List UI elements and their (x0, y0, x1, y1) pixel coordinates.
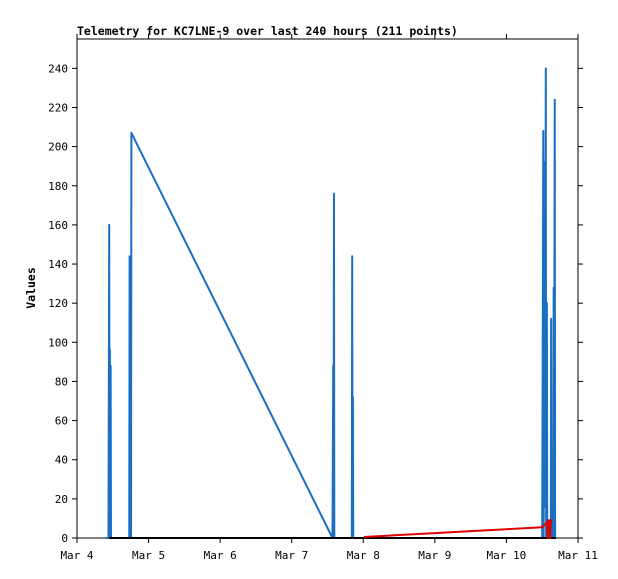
x-tick-label-1: Mar 5 (132, 549, 165, 562)
x-tick-label-5: Mar 9 (418, 549, 451, 562)
x-tick-label-6: Mar 10 (487, 549, 527, 562)
y-axis-label: Values (24, 267, 38, 309)
y-tick-label-240: 240 (48, 62, 68, 75)
y-tick-label-0: 0 (61, 532, 68, 545)
plot-frame (76, 38, 579, 539)
x-tick-label-4: Mar 8 (347, 549, 380, 562)
x-tick-label-7: Mar 11 (558, 549, 598, 562)
y-tick-label-80: 80 (55, 375, 68, 388)
y-tick-label-60: 60 (55, 415, 68, 428)
y-tick-label-220: 220 (48, 101, 68, 114)
x-tick-label-2: Mar 6 (204, 549, 237, 562)
y-tick-label-200: 200 (48, 141, 68, 154)
x-tick-label-0: Mar 4 (60, 549, 93, 562)
y-tick-label-20: 20 (55, 493, 68, 506)
plot-area: 0 20 40 60 80 100 120 140 160 180 200 220 240 Mar 4 Ma… (48, 34, 598, 562)
y-tick-label-140: 140 (48, 258, 68, 271)
x-tick-label-3: Mar 7 (275, 549, 308, 562)
y-tick-label-120: 120 (48, 297, 68, 310)
chart-title: Telemetry for KC7LNE-9 over last 240 hou… (77, 24, 458, 38)
series-line-2 (363, 519, 553, 539)
y-tick-label-100: 100 (48, 336, 68, 349)
y-tick-label-40: 40 (55, 454, 68, 467)
y-tick-label-180: 180 (48, 180, 68, 193)
y-tick-label-160: 160 (48, 219, 68, 232)
